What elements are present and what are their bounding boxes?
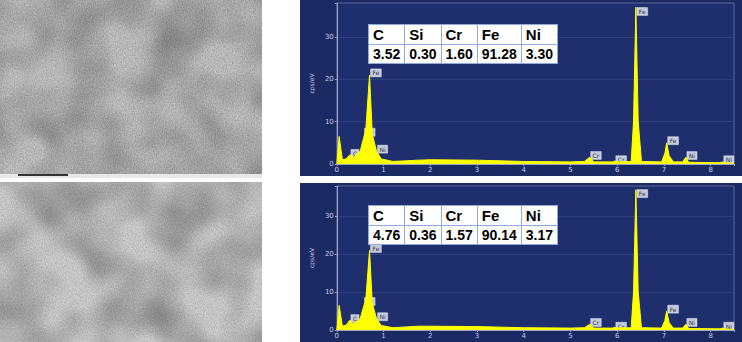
svg-text:6: 6 — [615, 166, 620, 174]
svg-text:C: C — [352, 315, 358, 323]
html-text:C: C — [373, 207, 384, 224]
svg-text:20: 20 — [325, 250, 334, 258]
svg-text:Fe: Fe — [639, 8, 646, 15]
svg-text:Fe: Fe — [373, 69, 380, 76]
html-text:0.36: 0.36 — [409, 227, 437, 243]
svg-text:2: 2 — [428, 166, 432, 174]
svg-text:10: 10 — [325, 288, 334, 296]
html-text:3.17: 3.17 — [525, 227, 553, 243]
svg-text:4: 4 — [521, 332, 526, 340]
html-text:Cr: Cr — [445, 207, 463, 224]
svg-text:Cr: Cr — [617, 156, 625, 164]
svg-text:Ni: Ni — [380, 146, 386, 153]
svg-text:20: 20 — [325, 75, 334, 83]
html-text:0.30: 0.30 — [409, 46, 437, 62]
html-text:1.60: 1.60 — [445, 46, 473, 62]
svg-text:Ni: Ni — [726, 323, 732, 330]
svg-text:C: C — [352, 149, 358, 157]
svg-text:Ni: Ni — [726, 156, 732, 163]
svg-text:4: 4 — [521, 166, 526, 174]
svg-text:0: 0 — [335, 166, 339, 174]
svg-text:7: 7 — [662, 166, 666, 174]
svg-text:3: 3 — [475, 332, 479, 340]
svg-text:Cr: Cr — [593, 152, 600, 159]
svg-text:2: 2 — [428, 332, 432, 340]
svg-text:0: 0 — [329, 160, 333, 168]
svg-text:Ni: Ni — [380, 313, 386, 320]
svg-text:Fe: Fe — [639, 190, 646, 197]
html-text:Ni: Ni — [525, 207, 541, 224]
svg-text:30: 30 — [325, 212, 334, 220]
html-text:C: C — [373, 26, 384, 43]
svg-text:3: 3 — [475, 166, 479, 174]
html-text:3.52: 3.52 — [373, 46, 401, 62]
svg-text:Cr: Cr — [593, 319, 600, 326]
svg-text:6: 6 — [615, 332, 620, 340]
svg-text:Cr: Cr — [617, 322, 625, 330]
html-text:Si: Si — [409, 207, 424, 224]
html-text:Cr: Cr — [445, 26, 463, 43]
svg-text:0: 0 — [329, 326, 333, 334]
html-text:Fe: Fe — [481, 26, 500, 43]
html-text:Ni: Ni — [525, 26, 541, 43]
html-text:4.76: 4.76 — [373, 227, 401, 243]
svg-text:Ni: Ni — [689, 152, 695, 159]
svg-text:cps/eV: cps/eV — [308, 247, 316, 268]
html-text:1.57: 1.57 — [445, 227, 473, 243]
svg-text:Fe: Fe — [373, 245, 380, 252]
html-text:91.28: 91.28 — [481, 46, 517, 62]
svg-text:7: 7 — [662, 332, 666, 340]
svg-text:cps/eV: cps/eV — [308, 73, 316, 94]
html-text:Fe: Fe — [481, 207, 500, 224]
svg-text:Ni: Ni — [689, 319, 695, 326]
svg-text:30: 30 — [325, 33, 334, 41]
svg-text:1: 1 — [381, 166, 385, 174]
svg-text:8: 8 — [708, 166, 712, 174]
svg-text:1: 1 — [381, 332, 385, 340]
svg-text:8: 8 — [708, 332, 712, 340]
svg-text:5: 5 — [568, 166, 572, 174]
svg-text:5: 5 — [568, 332, 572, 340]
html-text:90.14: 90.14 — [481, 227, 517, 243]
svg-text:Fe: Fe — [670, 306, 677, 313]
svg-text:0: 0 — [335, 332, 339, 340]
svg-text:Fe: Fe — [670, 137, 677, 144]
html-text:Si: Si — [409, 26, 424, 43]
html-text:3.30: 3.30 — [525, 46, 553, 62]
svg-text:10: 10 — [325, 118, 334, 126]
